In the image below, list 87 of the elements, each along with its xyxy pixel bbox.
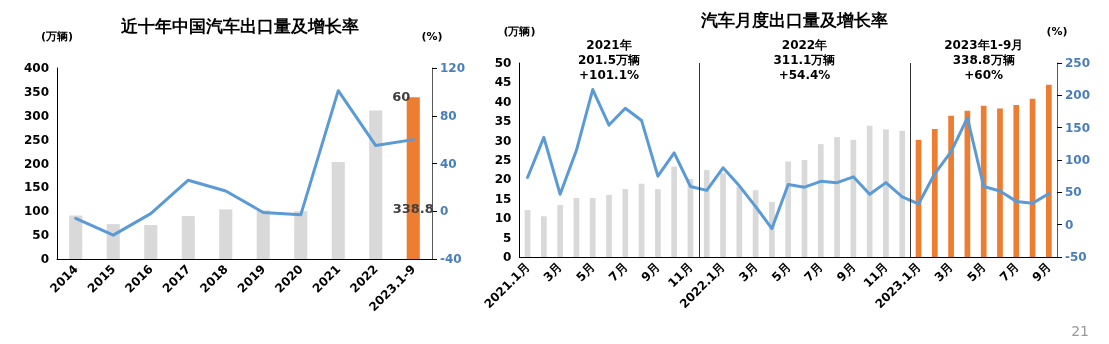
x-tick-label: 3月: [931, 260, 957, 285]
y-tick-label: 10: [494, 211, 512, 226]
chart-title: 汽车月度出口量及增长率: [700, 9, 888, 30]
bar: [606, 194, 612, 257]
y-tick-label: 35: [494, 114, 512, 129]
bar: [219, 209, 233, 259]
bar: [144, 225, 158, 259]
y2-tick-label: 100: [1065, 153, 1091, 167]
annotation: 2023年1-9月 338.8万辆 +60%: [944, 38, 1024, 82]
bar: [736, 186, 743, 257]
y-tick-label: 100: [23, 204, 49, 219]
y2-tick-label: 0: [440, 204, 449, 219]
bar: [181, 216, 195, 259]
line-series: [526, 88, 1051, 231]
x-tick-label: 9月: [1029, 260, 1054, 285]
y2-tick-label: 120: [440, 61, 466, 75]
bar: [980, 105, 987, 257]
y-tick-label: 25: [494, 153, 512, 167]
annotation: 2021年 201.5万辆 +101.1%: [578, 38, 640, 82]
bar: [720, 173, 726, 257]
bar: [948, 115, 954, 257]
x-tick-label: 9月: [834, 260, 859, 285]
y-tick-label: 5: [503, 230, 512, 245]
bar: [294, 211, 308, 259]
y-tick-label: 50: [494, 56, 512, 70]
y-axis-title: (万辆): [503, 25, 536, 38]
bar: [703, 170, 710, 257]
y2-axis-title: (%): [1046, 25, 1068, 38]
x-tick-label: 5月: [768, 260, 794, 285]
data-label: 60: [392, 88, 411, 104]
y-tick-label: 45: [494, 75, 512, 90]
x-tick-label: 7月: [605, 260, 631, 285]
bar: [997, 108, 1003, 257]
bar: [655, 189, 661, 257]
bar: [671, 166, 678, 257]
y-tick-label: 15: [494, 191, 512, 206]
bar: [866, 125, 873, 257]
bar: [834, 137, 840, 257]
bar: [817, 144, 824, 257]
bar: [106, 224, 120, 259]
bar: [622, 189, 629, 257]
y-tick-label: 350: [23, 84, 49, 99]
bar: [1013, 104, 1020, 257]
x-tick-label: 9月: [638, 260, 663, 285]
bar: [785, 161, 792, 257]
y2-tick-label: -40: [440, 252, 462, 266]
y-tick-label: 40: [494, 94, 512, 109]
bar: [369, 110, 383, 259]
y-axis-title: (万辆): [40, 30, 74, 43]
bar: [931, 128, 938, 257]
bar: [589, 198, 596, 257]
y-tick-label: 20: [494, 172, 512, 187]
bar: [69, 215, 83, 259]
y-tick-label: 50: [32, 228, 49, 243]
y-tick-label: 0: [503, 250, 512, 264]
y2-tick-label: 250: [1065, 56, 1091, 70]
y-tick-label: 400: [23, 61, 49, 75]
y2-tick-label: 50: [1065, 185, 1082, 200]
annotation: 2022年 311.1万辆 +54.4%: [773, 38, 836, 82]
y2-tick-label: 80: [440, 108, 457, 123]
bar: [331, 162, 345, 259]
y-tick-label: 30: [494, 133, 512, 148]
x-tick-label: 5月: [964, 260, 989, 285]
y-tick-label: 0: [40, 252, 49, 266]
x-tick-label: 5月: [573, 260, 598, 285]
x-tick-label: 3月: [736, 260, 761, 285]
y2-tick-label: -50: [1065, 250, 1087, 264]
y-tick-label: 250: [23, 132, 49, 147]
y-tick-label: 200: [23, 156, 49, 171]
x-tick-label: 3月: [540, 260, 566, 285]
bar: [883, 129, 889, 257]
x-tick-label: 7月: [996, 260, 1022, 285]
y2-tick-label: 0: [1065, 217, 1074, 232]
y2-tick-label: 200: [1065, 88, 1091, 103]
y2-tick-label: 150: [1065, 120, 1091, 135]
bar: [557, 205, 563, 257]
y2-tick-label: 40: [440, 156, 457, 171]
bar: [541, 216, 547, 257]
bar: [256, 210, 270, 259]
x-tick-label: 7月: [801, 260, 826, 285]
y-tick-label: 150: [23, 180, 49, 195]
chart-title: 近十年中国汽车出口量及增长率: [120, 15, 359, 36]
bar: [899, 130, 906, 257]
y-tick-label: 300: [23, 108, 49, 123]
bar: [1046, 84, 1052, 257]
text: 21: [1071, 323, 1090, 339]
y2-axis-title: (%): [421, 30, 443, 43]
